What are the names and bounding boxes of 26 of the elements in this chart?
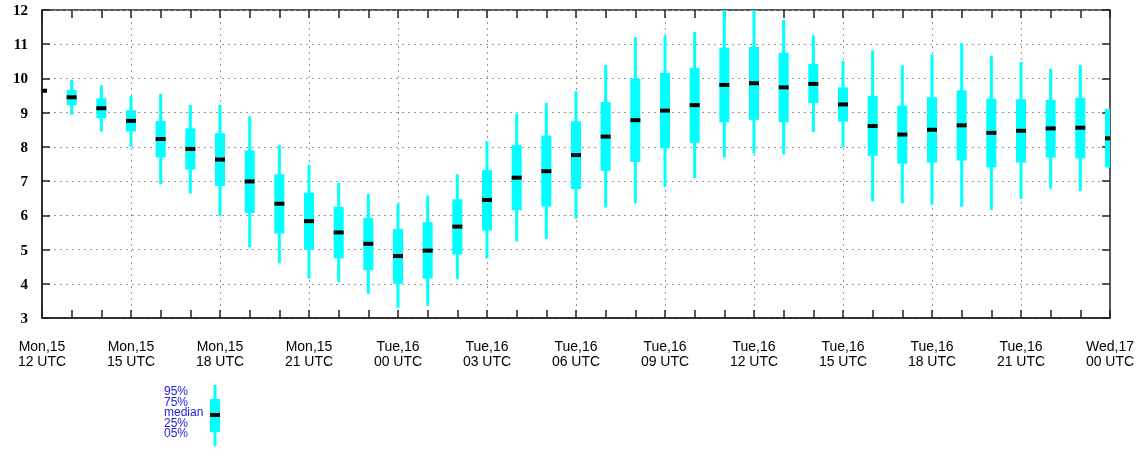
x-tick-label: Tue,16 00 UTC bbox=[373, 337, 423, 369]
x-tick-label: Mon,15 15 UTC bbox=[106, 337, 156, 369]
y-tick-label: 5 bbox=[20, 241, 28, 258]
text: median bbox=[164, 405, 204, 419]
x-tick-label: Mon,15 21 UTC bbox=[284, 337, 334, 369]
y-tick-label: 11 bbox=[13, 36, 28, 53]
x-tick-label: Tue,16 15 UTC bbox=[818, 337, 868, 369]
y-tick-label: 4 bbox=[20, 275, 29, 292]
y-tick-label: 7 bbox=[20, 173, 29, 190]
x-tick-label: Wed,17 00 UTC bbox=[1085, 337, 1135, 369]
x-tick-label: Tue,16 09 UTC bbox=[640, 337, 690, 369]
text: 05% bbox=[164, 426, 189, 440]
y-tick-label: 3 bbox=[20, 310, 28, 326]
y-tick-label: 6 bbox=[20, 207, 29, 224]
y-tick-label: 12 bbox=[13, 2, 28, 18]
x-tick-label: Tue,16 03 UTC bbox=[462, 337, 512, 369]
text: 95% bbox=[164, 384, 189, 398]
y-tick-label: 8 bbox=[20, 138, 28, 155]
x-tick-label: Tue,16 21 UTC bbox=[996, 337, 1046, 369]
y-tick-label: 10 bbox=[13, 70, 28, 87]
x-tick-label: Tue,16 18 UTC bbox=[907, 337, 957, 369]
x-tick-label: Mon,15 12 UTC bbox=[17, 337, 67, 369]
x-tick-label: Mon,15 18 UTC bbox=[195, 337, 245, 369]
x-tick-label: Tue,16 12 UTC bbox=[729, 337, 779, 369]
y-tick-label: 9 bbox=[20, 104, 28, 121]
x-tick-label: Tue,16 06 UTC bbox=[551, 337, 601, 369]
